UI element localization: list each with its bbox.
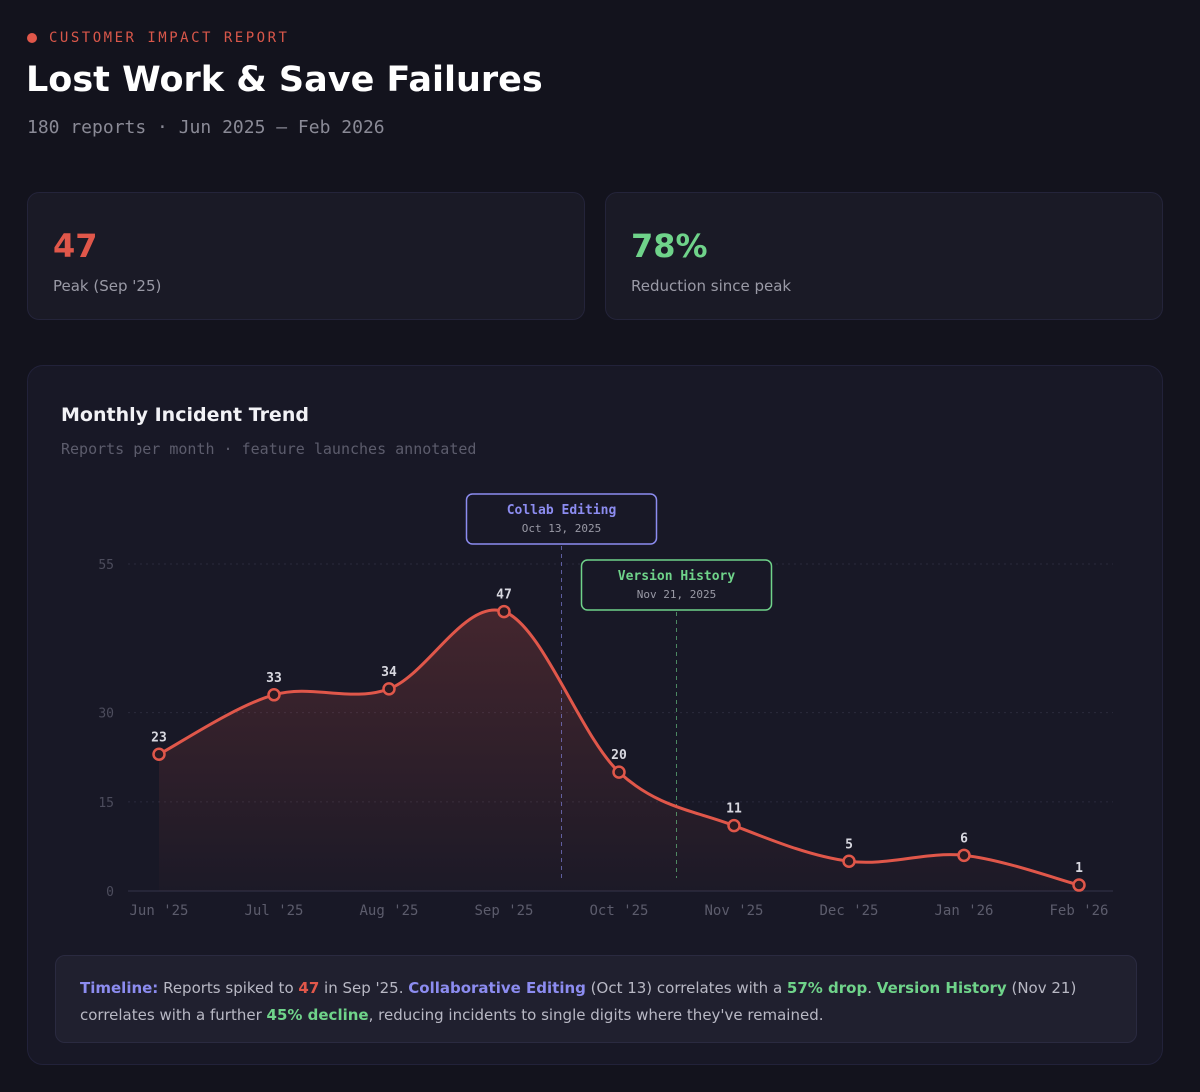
note-decline: 45% decline (266, 1006, 369, 1024)
y-tick-label: 30 (98, 707, 114, 722)
note-label: Timeline: (80, 979, 159, 997)
stat-value: 47 (53, 227, 98, 265)
chart-title: Monthly Incident Trend (61, 404, 309, 426)
annotation-box (465, 493, 658, 545)
report-eyebrow: CUSTOMER IMPACT REPORT (27, 30, 289, 46)
annotation-label: Version History (618, 569, 736, 584)
data-point[interactable] (957, 848, 971, 863)
data-label: 33 (266, 671, 282, 686)
area-fill (159, 609, 1079, 891)
data-label: 34 (381, 665, 397, 680)
note-text: , reducing incidents to single digits wh… (368, 1006, 824, 1024)
stat-card-peak: 47 Peak (Sep '25) (27, 192, 585, 320)
data-label: 23 (151, 730, 167, 745)
data-label: 47 (496, 588, 512, 603)
note-text: (Oct 13) correlates with a (585, 979, 787, 997)
x-tick-label: Oct '25 (589, 903, 648, 919)
data-point[interactable] (727, 818, 741, 833)
x-tick-label: Jan '26 (934, 903, 993, 919)
data-point[interactable] (612, 765, 626, 779)
data-label: 5 (845, 837, 853, 852)
annotation-date: Nov 21, 2025 (637, 588, 716, 601)
note-drop: 57% drop (786, 979, 868, 997)
data-label: 1 (1075, 861, 1083, 876)
page-title: Lost Work & Save Failures (26, 60, 543, 100)
note-text: (Nov 21) correlates with a further (80, 979, 1077, 1024)
stat-value: 78% (631, 227, 708, 265)
annotation-date: Oct 13, 2025 (522, 522, 601, 535)
note-text: in Sep '25. (319, 979, 409, 997)
x-tick-label: Jun '25 (129, 903, 188, 919)
chart-panel: Monthly Incident Trend Reports per month… (27, 365, 1163, 1065)
data-label: 6 (960, 831, 968, 846)
x-tick-label: Nov '25 (704, 903, 763, 919)
note-peak: 47 (298, 979, 320, 997)
x-tick-label: Jul '25 (244, 903, 303, 919)
status-dot-icon (27, 33, 37, 43)
note-version: Version History (876, 979, 1007, 997)
page-subtitle: 180 reports · Jun 2025 – Feb 2026 (27, 117, 385, 138)
stat-card-reduction: 78% Reduction since peak (605, 192, 1163, 320)
x-tick-label: Dec '25 (819, 903, 878, 919)
note-text: . (867, 979, 877, 997)
x-tick-label: Feb '26 (1049, 903, 1108, 919)
chart-subtitle: Reports per month · feature launches ann… (61, 440, 477, 458)
annotation-box (580, 559, 773, 611)
data-point[interactable] (267, 688, 281, 702)
stat-label: Reduction since peak (631, 277, 792, 295)
data-point[interactable] (1072, 878, 1086, 892)
note-collab: Collaborative Editing (408, 979, 586, 997)
data-label: 20 (611, 748, 627, 763)
timeline-note: Timeline: Reports spiked to 47 in Sep '2… (55, 955, 1137, 1043)
data-point[interactable] (497, 604, 511, 619)
data-point[interactable] (152, 747, 166, 762)
data-point[interactable] (382, 682, 396, 696)
data-point[interactable] (842, 854, 856, 869)
y-tick-label: 55 (98, 558, 114, 573)
x-tick-label: Aug '25 (359, 903, 418, 919)
y-tick-label: 0 (106, 885, 114, 900)
eyebrow-text: CUSTOMER IMPACT REPORT (49, 30, 290, 46)
y-tick-label: 15 (98, 796, 114, 811)
annotation-label: Collab Editing (507, 503, 617, 518)
x-tick-label: Sep '25 (474, 903, 533, 919)
note-text: Reports spiked to (158, 979, 299, 997)
series-line (158, 608, 1080, 887)
data-label: 11 (726, 802, 742, 817)
stat-label: Peak (Sep '25) (53, 277, 162, 295)
